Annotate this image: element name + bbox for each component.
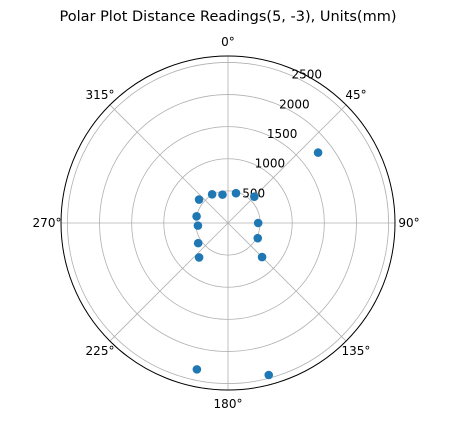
theta-tick-label-135: 135° <box>342 344 371 358</box>
data-points <box>192 148 323 380</box>
r-tick-label-2000: 2000 <box>279 97 310 111</box>
spoke-225 <box>109 222 229 342</box>
chart-title: Polar Plot Distance Readings(5, -3), Uni… <box>59 9 396 25</box>
grid-circle-2000 <box>99 94 357 352</box>
radial-tick-labels: 5001000150020002500 <box>242 68 322 201</box>
data-point-7 <box>192 365 202 374</box>
data-point-8 <box>194 253 204 262</box>
data-point-9 <box>193 238 203 248</box>
data-point-0 <box>231 188 241 198</box>
grid-circle-1500 <box>131 126 325 320</box>
theta-tick-label-270: 270° <box>33 216 62 230</box>
spoke-315 <box>109 104 229 224</box>
data-point-12 <box>194 195 204 204</box>
data-point-4 <box>253 233 263 243</box>
polar-frame <box>60 55 396 391</box>
r-tick-label-2500: 2500 <box>291 68 322 82</box>
angular-tick-labels: 0° 45° 90° 135° 180° 225° 270° 315° <box>33 35 420 411</box>
data-point-2 <box>313 148 323 157</box>
data-point-14 <box>218 190 227 199</box>
data-point-3 <box>253 218 263 228</box>
spoke-45 <box>227 104 347 224</box>
spoke-135 <box>227 222 347 342</box>
r-tick-label-1000: 1000 <box>255 157 286 171</box>
data-point-1 <box>250 192 259 201</box>
theta-tick-label-315: 315° <box>86 88 115 102</box>
grid-layer <box>60 55 396 391</box>
theta-tick-label-180: 180° <box>214 397 243 411</box>
grid-circle-1000 <box>163 158 293 288</box>
theta-tick-label-225: 225° <box>86 344 115 358</box>
theta-tick-label-90: 90° <box>398 216 419 230</box>
r-tick-label-1500: 1500 <box>267 127 298 141</box>
theta-tick-label-45: 45° <box>345 88 366 102</box>
theta-tick-label-0: 0° <box>221 35 235 49</box>
data-point-10 <box>193 221 203 230</box>
data-point-11 <box>192 212 201 221</box>
data-point-6 <box>264 370 274 380</box>
data-point-13 <box>207 190 217 199</box>
grid-circle-2500 <box>67 62 389 384</box>
data-point-5 <box>257 252 267 262</box>
